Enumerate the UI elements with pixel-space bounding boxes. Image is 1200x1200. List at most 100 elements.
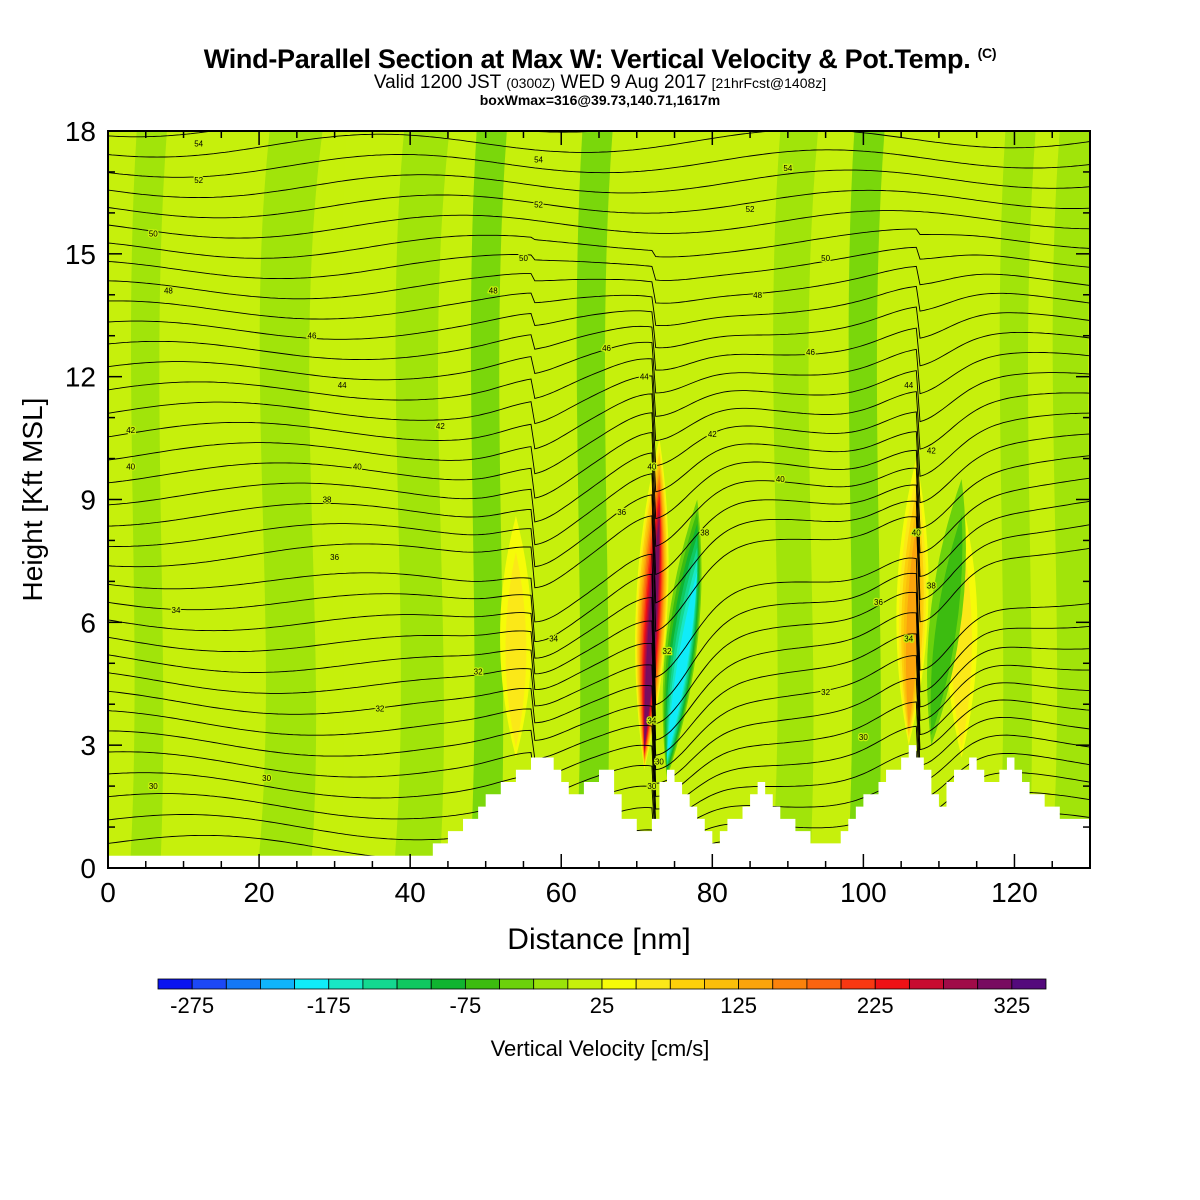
- colorbar-swatch: [738, 978, 774, 990]
- x-tick-label: 60: [546, 877, 577, 908]
- downdraft-core: [666, 571, 698, 759]
- wave-band: [259, 131, 323, 856]
- colorbar-tick-label: 325: [993, 993, 1030, 1018]
- wave-band: [395, 131, 450, 856]
- isentrope-label: 50: [149, 229, 158, 238]
- valid-main: Valid 1200 JST: [373, 72, 501, 93]
- isentrope-line: [108, 325, 1090, 371]
- isentrope-label: 32: [474, 667, 483, 676]
- isentrope-label: 44: [904, 381, 913, 390]
- isentrope-label: 32: [375, 704, 384, 713]
- colorbar-swatch: [567, 978, 603, 990]
- colorbar-tick-label: -275: [170, 993, 214, 1018]
- y-tick-label: 12: [65, 362, 96, 393]
- isentrope-label: 34: [904, 635, 913, 644]
- isentrope-line: [108, 572, 1090, 706]
- isentrope-label: 46: [308, 332, 317, 341]
- chart-title: Wind-Parallel Section at Max W: Vertical…: [0, 44, 1200, 75]
- valid-time-line: Valid 1200 JST (0300Z) WED 9 Aug 2017 [2…: [0, 72, 1200, 94]
- y-tick-label: 3: [80, 730, 96, 761]
- colorbar-swatch: [225, 978, 261, 990]
- isentrope-label: 50: [519, 254, 528, 263]
- isentrope-label: 40: [126, 463, 135, 472]
- colorbar-swatch: [669, 978, 705, 990]
- isentrope-label: 40: [776, 475, 785, 484]
- colorbar-swatch: [806, 978, 842, 990]
- isentrope-label: 36: [874, 598, 883, 607]
- valid-date: WED 9 Aug 2017: [560, 72, 707, 93]
- colorbar-swatch: [294, 978, 330, 990]
- isentrope-line: [108, 306, 1090, 349]
- isentrope-line: [108, 473, 1090, 578]
- isentrope-label: 52: [534, 201, 543, 210]
- colorbar-swatch: [1011, 978, 1047, 990]
- isentrope-line: [108, 393, 1090, 477]
- wave-band: [772, 131, 819, 856]
- colorbar-swatch: [430, 978, 466, 990]
- x-tick-label: 80: [697, 877, 728, 908]
- isentrope-line: [108, 358, 1090, 423]
- isentrope-line: [108, 612, 1090, 741]
- wave-band: [576, 131, 613, 856]
- wave-band: [1052, 131, 1090, 856]
- isentrope-line: [108, 265, 1090, 304]
- terrain: [108, 745, 1090, 868]
- isentrope-line: [108, 189, 1090, 219]
- isentrope-label: 34: [549, 635, 558, 644]
- isentrope-label: 50: [821, 254, 830, 263]
- colorbar-tick-label: -175: [307, 993, 351, 1018]
- isentrope-line: [108, 246, 1090, 281]
- isentrope-line: [108, 341, 1090, 395]
- isentrope-label: 30: [859, 733, 868, 742]
- colorbar-swatch: [533, 978, 569, 990]
- y-tick-label: 0: [80, 853, 96, 884]
- colorbar-tick-label: -75: [449, 993, 481, 1018]
- isentrope-label: 52: [746, 205, 755, 214]
- isentrope-line: [108, 591, 1090, 725]
- isentrope-label: 44: [640, 373, 649, 382]
- isentrope-label: 36: [330, 553, 339, 562]
- colorbar-swatch: [908, 978, 944, 990]
- isentrope-label: 30: [262, 774, 271, 783]
- y-tick-label: 6: [80, 607, 96, 638]
- colorbar-swatch: [499, 978, 535, 990]
- updraft-core: [905, 524, 920, 728]
- isentrope-label: 46: [602, 344, 611, 353]
- isentrope-line: [108, 677, 1090, 784]
- forecast-info: [21hrFcst@1408z]: [711, 75, 827, 91]
- isentrope-label: 34: [647, 717, 656, 726]
- isentrope-label: 44: [338, 381, 347, 390]
- colorbar-label: Vertical Velocity [cm/s]: [490, 1036, 710, 1061]
- plot-area: 54 54 54 52 52 52 50 50 50 48 48 48 46 46 46 44 44 44 42 42…: [108, 131, 1090, 868]
- isentrope-label: 54: [534, 156, 543, 165]
- isentrope-label: 48: [753, 291, 762, 300]
- colorbar-swatch: [874, 978, 910, 990]
- y-tick-label: 15: [65, 239, 96, 270]
- chart-title-text: Wind-Parallel Section at Max W: Vertical…: [203, 44, 971, 74]
- isentrope-line: [108, 149, 1090, 178]
- isentrope-label: 40: [353, 463, 362, 472]
- isentrope-label: 42: [126, 426, 135, 435]
- isentrope-label: 40: [647, 463, 656, 472]
- isentrope-label: 48: [489, 287, 498, 296]
- colorbar-swatch: [328, 978, 364, 990]
- y-tick-label: 18: [65, 116, 96, 147]
- isentrope-line: [108, 452, 1090, 554]
- colorbar-swatch: [840, 978, 876, 990]
- isentrope-label: 42: [436, 422, 445, 431]
- isentrope-label: 48: [164, 287, 173, 296]
- colorbar-swatch: [157, 978, 193, 990]
- copyright-mark: (C): [977, 45, 997, 61]
- isentrope-line: [108, 210, 1090, 239]
- isentrope-label: 30: [149, 782, 158, 791]
- isentrope-label: 32: [663, 647, 672, 656]
- isentrope-line: [108, 431, 1090, 529]
- isentrope-line: [108, 375, 1090, 450]
- colorbar-swatch: [772, 978, 808, 990]
- isentrope-line: [108, 169, 1090, 199]
- colorbar-swatch: [977, 978, 1013, 990]
- colorbar-tick-label: 225: [857, 993, 894, 1018]
- isentrope-label: 32: [821, 688, 830, 697]
- wave-band: [319, 131, 347, 856]
